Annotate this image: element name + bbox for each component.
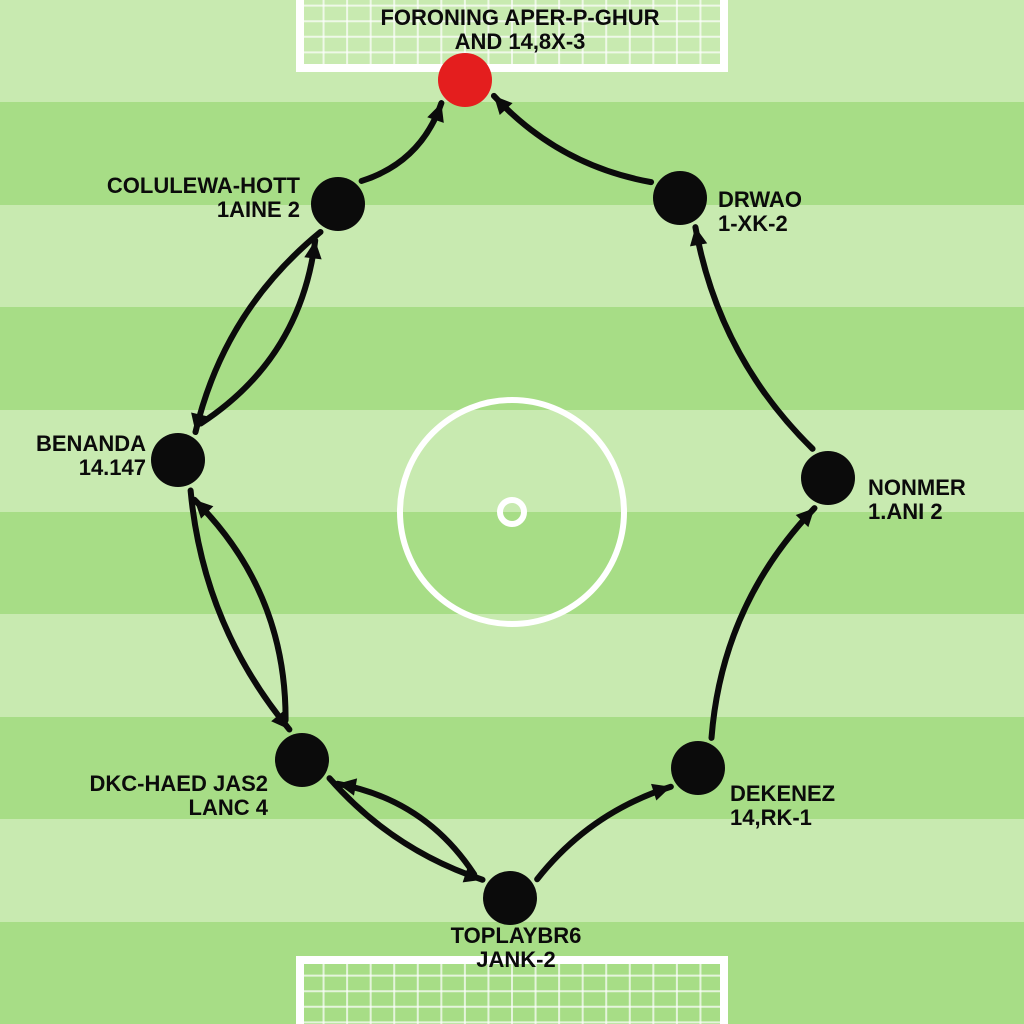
player-label-n5: DKC-HAED JAS2LANC 4: [90, 772, 268, 820]
player-label-n1: DRWAO1-XK-2: [718, 188, 802, 236]
field-stripe: [0, 512, 1024, 614]
player-stat: 14,RK-1: [730, 806, 835, 830]
player-stat: 1AINE 2: [107, 198, 300, 222]
player-node-n5: [275, 733, 329, 787]
player-label-n6: BENANDA14.147: [36, 432, 146, 480]
player-stat: 14.147: [36, 456, 146, 480]
player-label-n4: TOPLAYBR6JANK-2: [451, 924, 582, 972]
player-stat: AND 14,8X-3: [380, 30, 659, 54]
player-name: COLULEWA-HOTT: [107, 174, 300, 198]
player-label-n2: NONMER1.ANI 2: [868, 476, 966, 524]
player-node-n7: [311, 177, 365, 231]
player-label-n0: FORONING APER-P-GHURAND 14,8X-3: [380, 6, 659, 54]
player-name: NONMER: [868, 476, 966, 500]
player-name: TOPLAYBR6: [451, 924, 582, 948]
player-node-n3: [671, 741, 725, 795]
player-name: DKC-HAED JAS2: [90, 772, 268, 796]
player-label-n3: DEKENEZ14,RK-1: [730, 782, 835, 830]
player-stat: 1.ANI 2: [868, 500, 966, 524]
player-name: BENANDA: [36, 432, 146, 456]
player-name: FORONING APER-P-GHUR: [380, 6, 659, 30]
player-node-n4: [483, 871, 537, 925]
field-stripe: [0, 614, 1024, 716]
player-label-n7: COLULEWA-HOTT1AINE 2: [107, 174, 300, 222]
player-name: DEKENEZ: [730, 782, 835, 806]
player-name: DRWAO: [718, 188, 802, 212]
player-stat: JANK-2: [451, 948, 582, 972]
player-node-n2: [801, 451, 855, 505]
field-stripe: [0, 307, 1024, 409]
player-stat: 1-XK-2: [718, 212, 802, 236]
player-node-n1: [653, 171, 707, 225]
player-node-n0: [438, 53, 492, 107]
player-stat: LANC 4: [90, 796, 268, 820]
player-node-n6: [151, 433, 205, 487]
